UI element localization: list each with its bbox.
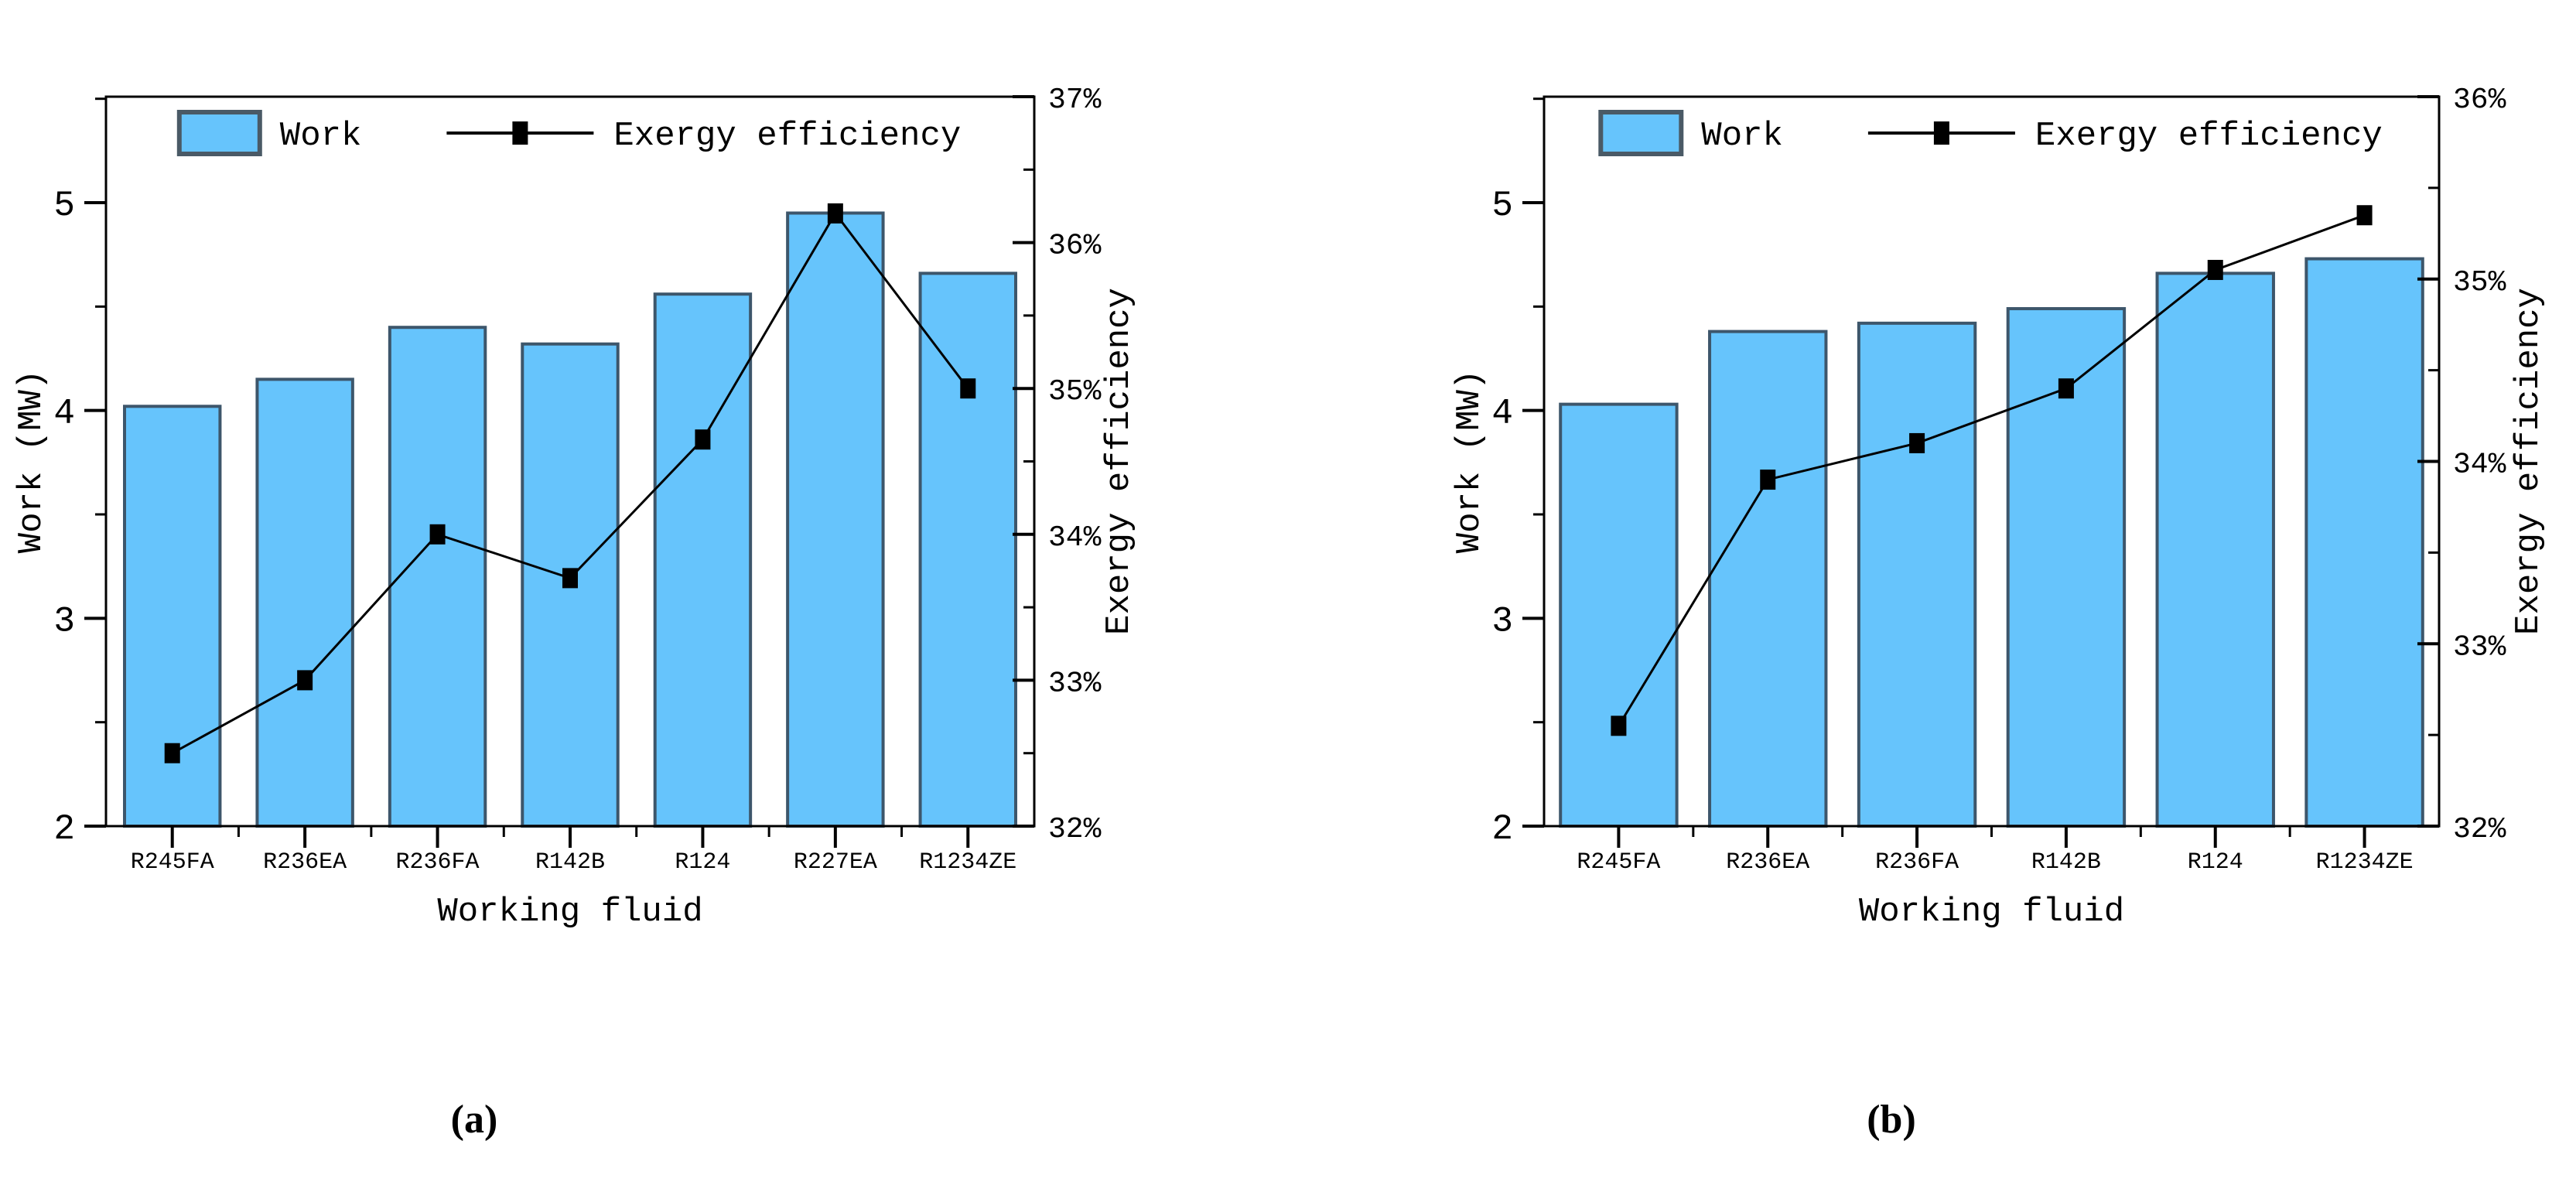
marker-R236FA bbox=[429, 524, 446, 545]
bar-R124 bbox=[2155, 272, 2275, 828]
marker-R236FA bbox=[1909, 432, 1925, 453]
x-category-label: R236FA bbox=[396, 849, 480, 876]
chart-a-work-exergy: 2 3 4 5 Work (MW) 32% 33% 34% 35% 36% 37% Exergy ef… bbox=[12, 84, 1139, 931]
x-category-label: R236EA bbox=[263, 849, 347, 876]
bar-R236FA bbox=[388, 326, 487, 828]
marker-R245FA bbox=[164, 743, 180, 763]
left-axis-title: Work (MW) bbox=[12, 370, 51, 554]
right-tick-label: 35% bbox=[1048, 375, 1102, 408]
legend-work-label: Work bbox=[1701, 117, 1783, 155]
x-category-label: R227EA bbox=[794, 849, 877, 876]
left-tick-label: 2 bbox=[1491, 809, 1513, 849]
x-category-label: R142B bbox=[2031, 849, 2101, 876]
legend-work-swatch bbox=[176, 110, 262, 156]
x-category-label: R124 bbox=[675, 849, 730, 876]
bar-R236EA bbox=[255, 377, 354, 828]
bar-R245FA bbox=[1559, 402, 1679, 828]
left-tick-label: 3 bbox=[1491, 601, 1513, 641]
legend-efficiency-label: Exergy efficiency bbox=[2035, 117, 2383, 155]
left-axis-title: Work (MW) bbox=[1450, 370, 1489, 554]
legend: Work Exergy efficiency bbox=[176, 110, 961, 156]
legend: Work Exergy efficiency bbox=[1598, 110, 2383, 156]
marker-R142B bbox=[2058, 378, 2074, 399]
right-tick-label: 35% bbox=[2453, 266, 2506, 299]
caption-b: (b) bbox=[1867, 1098, 1916, 1142]
x-category-label: R1234ZE bbox=[2316, 849, 2414, 876]
chart-b-work-exergy: 2 3 4 5 Work (MW) 32% 33% 34% 35% 36% Exergy effic… bbox=[1450, 84, 2548, 931]
right-tick-label: 36% bbox=[2453, 84, 2506, 117]
bars-group bbox=[123, 211, 1017, 828]
marker-R124 bbox=[695, 429, 711, 450]
marker-R142B bbox=[562, 568, 578, 589]
bar-R124 bbox=[653, 292, 753, 828]
x-category-label: R1234ZE bbox=[919, 849, 1016, 876]
right-tick-label: 33% bbox=[1048, 667, 1102, 700]
right-tick-label: 34% bbox=[1048, 521, 1102, 555]
right-tick-label: 36% bbox=[1048, 230, 1102, 263]
bar-R227EA bbox=[786, 211, 885, 828]
right-axis: 32% 33% 34% 35% 36% 37% Exergy efficiency bbox=[1013, 84, 1139, 846]
right-axis: 32% 33% 34% 35% 36% Exergy efficiency bbox=[2417, 84, 2548, 846]
legend-efficiency-label: Exergy efficiency bbox=[613, 117, 961, 155]
right-tick-label: 37% bbox=[1048, 84, 1102, 117]
x-axis-title: Working fluid bbox=[1859, 893, 2124, 931]
marker-R1234ZE bbox=[2356, 205, 2373, 226]
left-tick-label: 5 bbox=[53, 186, 75, 226]
bar-R1234ZE bbox=[918, 272, 1017, 828]
marker-R1234ZE bbox=[960, 378, 976, 399]
bar-R236EA bbox=[1708, 330, 1828, 828]
x-category-label: R236FA bbox=[1875, 849, 1959, 876]
left-tick-label: 4 bbox=[1491, 394, 1513, 434]
x-category-label: R124 bbox=[2188, 849, 2243, 876]
left-tick-label: 5 bbox=[1491, 186, 1513, 226]
right-tick-label: 34% bbox=[2453, 449, 2506, 482]
right-axis-title: Exergy efficiency bbox=[1100, 288, 1139, 635]
right-axis-title: Exergy efficiency bbox=[2509, 288, 2548, 635]
right-tick-label: 32% bbox=[2453, 813, 2506, 846]
left-tick-label: 2 bbox=[53, 809, 75, 849]
x-category-label: R245FA bbox=[131, 849, 214, 876]
legend-line-marker bbox=[512, 121, 528, 145]
x-axis: R245FA R236EA R236FA R142B R124 R227EA R1234ZE… bbox=[131, 826, 1016, 931]
caption-a: (a) bbox=[450, 1098, 498, 1142]
marker-R124 bbox=[2207, 259, 2223, 280]
x-category-label: R236EA bbox=[1726, 849, 1809, 876]
bar-R236FA bbox=[1857, 321, 1977, 828]
marker-R236EA bbox=[1760, 470, 1776, 490]
x-category-label: R245FA bbox=[1577, 849, 1660, 876]
efficiency-line-group bbox=[164, 203, 976, 763]
left-tick-label: 4 bbox=[53, 394, 75, 434]
left-tick-label: 3 bbox=[53, 601, 75, 641]
bars-group bbox=[1559, 257, 2424, 828]
left-axis: 2 3 4 5 Work (MW) bbox=[1450, 97, 1544, 849]
right-tick-label: 32% bbox=[1048, 813, 1102, 846]
left-axis: 2 3 4 5 Work (MW) bbox=[12, 97, 106, 849]
efficiency-line-group bbox=[1611, 205, 2373, 736]
legend-line-marker bbox=[1933, 121, 1949, 145]
right-tick-label: 33% bbox=[2453, 630, 2506, 664]
x-category-label: R142B bbox=[535, 849, 605, 876]
legend-work-label: Work bbox=[280, 117, 362, 155]
marker-R227EA bbox=[827, 203, 843, 224]
marker-R245FA bbox=[1611, 716, 1627, 736]
x-axis: R245FA R236EA R236FA R142B R124 R1234ZE Workin… bbox=[1577, 826, 2414, 931]
bar-R1234ZE bbox=[2304, 257, 2424, 828]
efficiency-line bbox=[1618, 213, 2366, 727]
marker-R236EA bbox=[297, 670, 313, 691]
x-axis-title: Working fluid bbox=[437, 893, 702, 931]
legend-work-swatch bbox=[1598, 110, 1684, 156]
